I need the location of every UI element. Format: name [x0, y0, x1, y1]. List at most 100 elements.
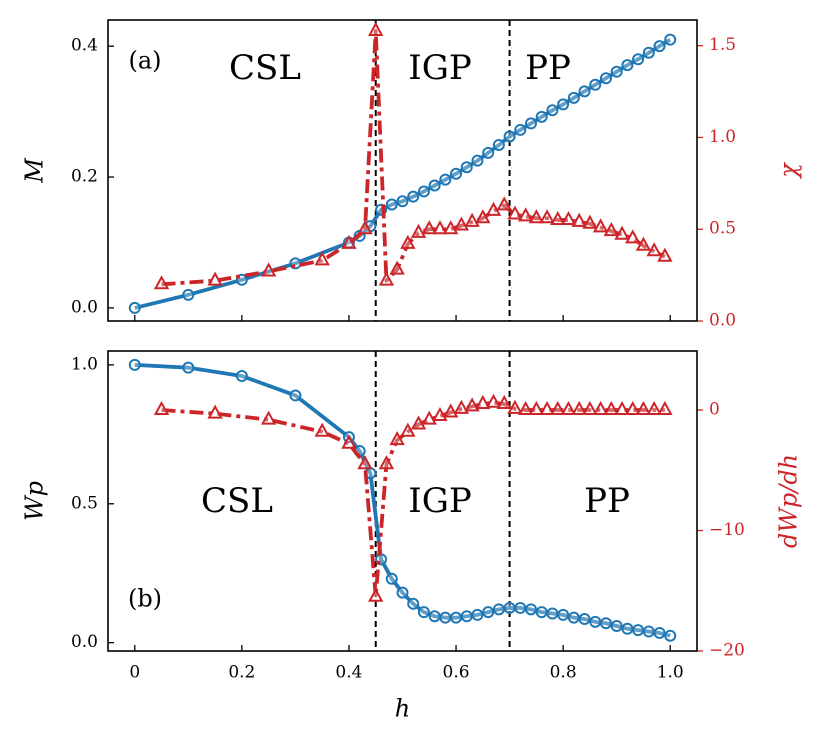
marker	[453, 399, 470, 414]
y2-tick-label: −10	[709, 520, 745, 540]
marker	[378, 271, 395, 286]
marker	[646, 242, 662, 257]
y-tick-label: 0.4	[71, 36, 98, 56]
marker	[664, 33, 677, 46]
marker	[428, 610, 441, 623]
annotation: PP	[525, 48, 571, 88]
marker	[471, 608, 484, 621]
marker	[507, 399, 523, 414]
marker	[400, 422, 416, 437]
marker	[625, 400, 641, 416]
marker	[153, 275, 170, 290]
marker	[614, 400, 630, 416]
marker	[503, 130, 516, 143]
marker	[443, 403, 459, 418]
annotation: IGP	[408, 481, 471, 521]
marker	[207, 271, 223, 286]
marker	[635, 236, 652, 251]
marker	[396, 586, 409, 599]
marker	[482, 606, 495, 619]
marker	[485, 393, 502, 408]
marker	[614, 225, 630, 240]
marker	[341, 234, 357, 249]
marker	[610, 620, 623, 632]
axes-frame	[107, 350, 698, 652]
marker	[260, 262, 277, 277]
marker	[592, 400, 609, 416]
marker	[492, 603, 505, 616]
marker	[525, 117, 538, 130]
marker	[496, 394, 512, 410]
x-axis-label: h	[395, 695, 410, 723]
marker	[289, 389, 302, 402]
marker	[507, 205, 523, 220]
marker	[599, 617, 612, 630]
marker	[642, 46, 655, 59]
marker	[567, 611, 580, 624]
y-tick-label: 0.2	[71, 167, 98, 187]
marker	[407, 190, 420, 203]
x-tick-label: 1.0	[657, 663, 684, 683]
marker	[592, 218, 609, 233]
marker	[653, 40, 666, 53]
marker	[625, 229, 641, 244]
marker	[557, 608, 570, 621]
marker	[539, 400, 555, 416]
y-tick-label: 1.0	[71, 354, 98, 374]
annotation: IGP	[408, 48, 471, 88]
marker	[357, 455, 373, 470]
marker	[632, 53, 645, 66]
marker	[385, 572, 398, 585]
marker	[450, 167, 463, 180]
marker	[503, 601, 516, 614]
marker	[525, 603, 538, 616]
annotation: CSL	[201, 481, 273, 521]
marker	[421, 220, 437, 235]
marker	[578, 613, 591, 626]
y2-tick-label: 1.0	[709, 127, 736, 147]
marker	[646, 400, 662, 416]
marker	[546, 104, 559, 117]
marker	[421, 410, 437, 425]
marker	[621, 59, 634, 72]
marker	[235, 370, 248, 382]
marker	[432, 220, 448, 235]
y-tick-label: 0.5	[71, 493, 98, 513]
marker	[378, 455, 395, 470]
marker	[464, 212, 480, 227]
marker	[410, 223, 427, 238]
marker	[657, 247, 673, 262]
marker	[417, 606, 430, 619]
marker	[546, 607, 559, 620]
marker	[599, 72, 612, 85]
marker	[314, 422, 330, 437]
x-tick-label: 0.6	[443, 663, 470, 683]
series-line	[161, 400, 665, 599]
marker	[128, 301, 141, 314]
marker	[621, 622, 634, 635]
x-tick-label: 0	[129, 663, 140, 683]
marker	[450, 611, 463, 624]
marker	[389, 431, 405, 446]
marker	[128, 358, 141, 371]
marker	[439, 173, 452, 186]
axes-frame	[107, 19, 698, 322]
marker	[550, 400, 566, 416]
marker	[485, 201, 502, 216]
y2-tick-label: 0.5	[709, 219, 736, 239]
marker	[464, 397, 480, 412]
marker	[260, 410, 277, 425]
marker	[482, 146, 495, 159]
marker	[492, 138, 505, 151]
marker	[314, 251, 330, 266]
marker	[653, 626, 666, 639]
x-tick-label: 0.4	[335, 663, 362, 683]
marker	[582, 214, 598, 229]
marker	[475, 394, 491, 410]
marker	[514, 123, 527, 136]
marker	[400, 234, 416, 249]
marker	[153, 400, 170, 416]
x-tick-label: 0.8	[550, 663, 577, 683]
marker	[389, 260, 405, 275]
